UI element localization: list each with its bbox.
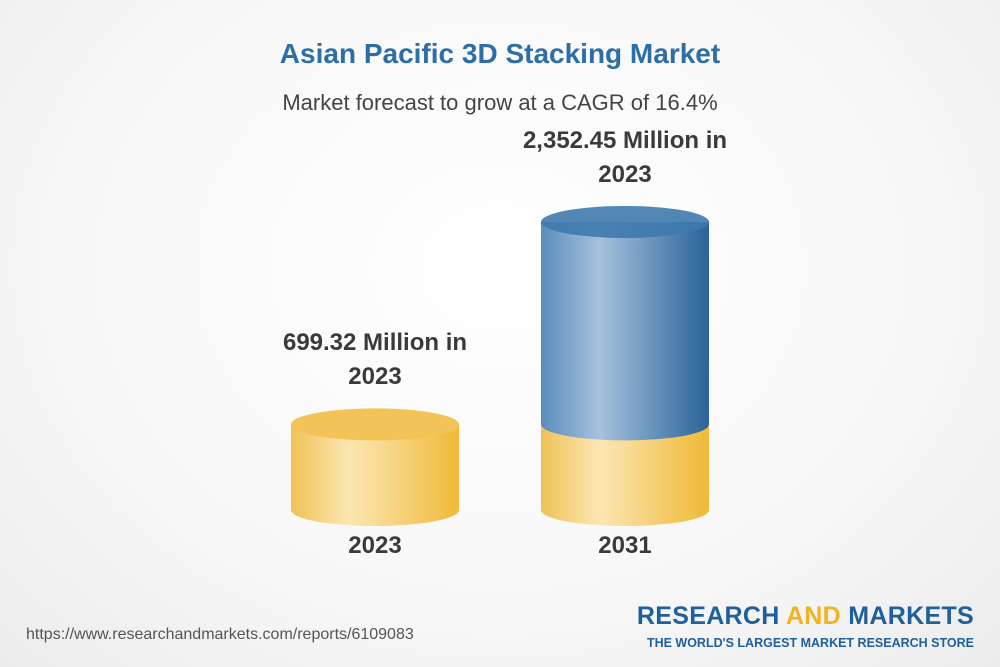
brand-word: MARKETS [848, 602, 974, 630]
chart-title: Asian Pacific 3D Stacking Market [279, 38, 721, 69]
x-tick-label: 2023 [348, 532, 402, 559]
brand-word: RESEARCH [636, 602, 780, 630]
brand-tagline: THE WORLD'S LARGEST MARKET RESEARCH STOR… [646, 636, 974, 650]
x-tick-label: 2031 [598, 532, 652, 559]
cylinder-top [541, 206, 709, 238]
brand-word: AND [785, 602, 842, 630]
cylinder-body [541, 424, 709, 526]
cylinder-body [291, 424, 459, 526]
source-url: https://www.researchandmarkets.com/repor… [26, 626, 414, 643]
value-label: 2,352.45 Million in 2023 [522, 127, 728, 188]
value-label: 699.32 Million in 2023 [282, 329, 468, 391]
cylinder-body [541, 222, 709, 441]
brand-logo: RESEARCH AND MARKETS [637, 602, 974, 631]
chart-subtitle: Market forecast to grow at a CAGR of 16.… [282, 90, 718, 115]
cylinder-top [291, 408, 459, 441]
